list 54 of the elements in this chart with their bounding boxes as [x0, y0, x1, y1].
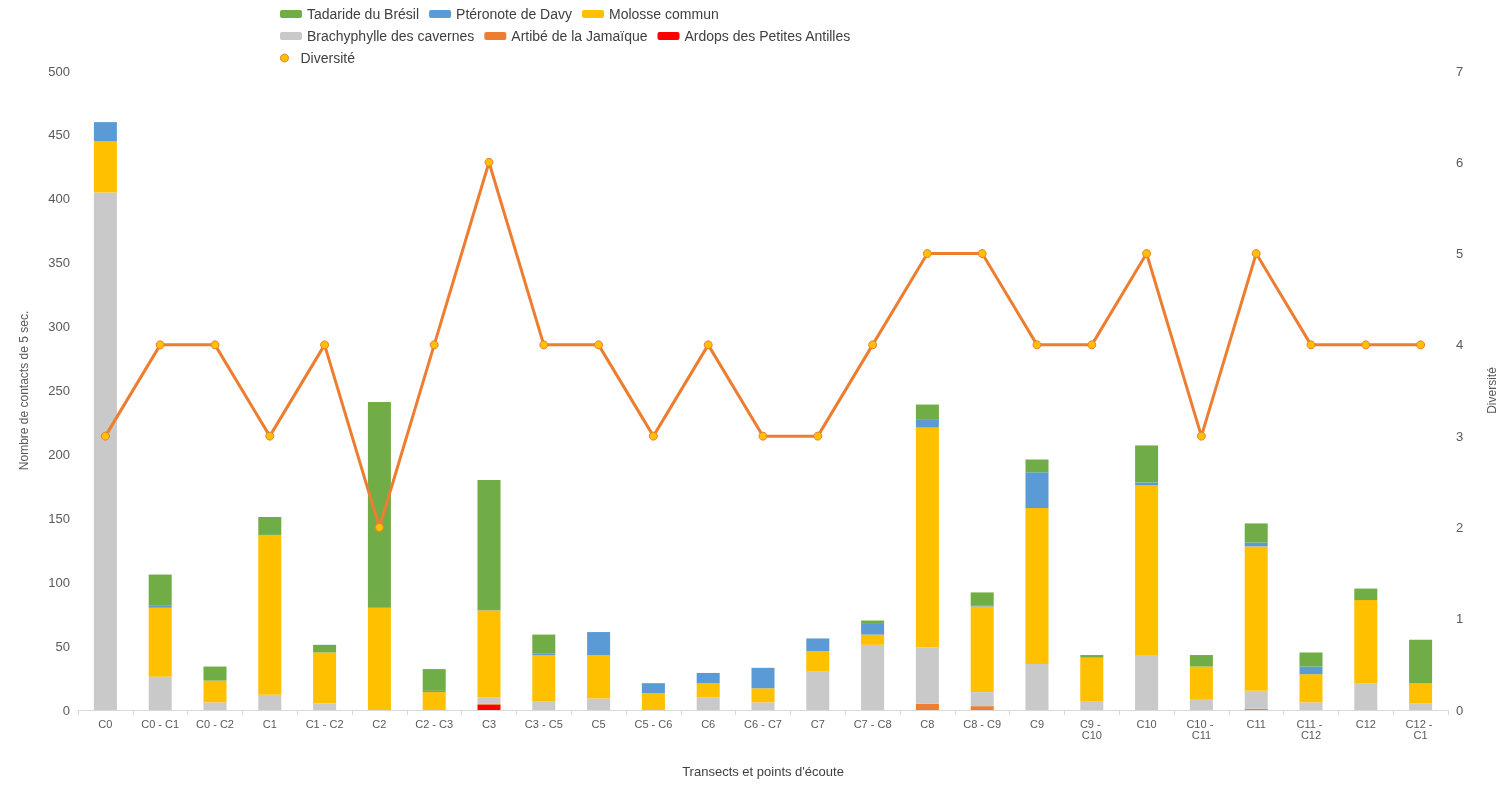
y2-tick-label: 6: [1456, 154, 1464, 170]
x-tick-label: C0: [98, 717, 113, 730]
x-tick-label: C11: [1246, 717, 1266, 730]
y-tick-label: 500: [48, 63, 70, 79]
y-tick-label: 250: [48, 383, 70, 398]
x-tick-label: C1: [262, 717, 277, 730]
x-tick-label: C8 - C9: [963, 717, 1002, 730]
y2-tick-label: 3: [1456, 428, 1464, 444]
x-tick-label: C5 - C6: [634, 717, 673, 730]
x-tick-label: C9: [1029, 717, 1045, 730]
x-tick-label: C0 - C2: [196, 717, 234, 730]
x-tick-label: C6 - C7: [744, 717, 782, 730]
y-tick-label: 50: [55, 638, 70, 654]
y-axis-title: Nombre de contacts de 5 sec.: [17, 310, 31, 471]
x-tick-label: C5: [591, 717, 606, 730]
y-tick-label: 100: [48, 574, 70, 590]
y2-axis-title: Diversité: [1485, 366, 1499, 414]
y2-tick-label: 7: [1456, 63, 1464, 79]
x-tick-label: C8: [920, 717, 935, 730]
x-tick-label: C1 - C2: [305, 717, 344, 730]
x-tick-label: C12 - C1: [1405, 717, 1436, 741]
y2-tick-label: 2: [1456, 519, 1464, 535]
legend-label: Ardops des Petites Antilles: [684, 28, 851, 44]
y2-tick-label: 5: [1456, 246, 1464, 262]
x-tick-label: C11 - C12: [1296, 717, 1326, 741]
y-tick-label: 150: [48, 510, 70, 526]
y-tick-label: 0: [62, 702, 70, 718]
x-tick-label: C3 - C5: [524, 717, 563, 730]
y-tick-label: 200: [48, 446, 70, 462]
x-tick-label: C3: [481, 717, 497, 730]
y2-tick-label: 4: [1456, 337, 1464, 353]
y2-tick-label: 1: [1456, 611, 1464, 627]
x-tick-label: C9 - C10: [1079, 717, 1104, 741]
x-tick-label: C10 - C11: [1186, 717, 1217, 741]
x-tick-label: C10: [1136, 717, 1157, 730]
x-tick-label: C7 - C8: [853, 717, 892, 730]
x-tick-label: C0 - C1: [141, 717, 180, 730]
x-tick-label: C2 - C3: [415, 717, 454, 730]
y2-tick-label: 0: [1456, 702, 1464, 718]
x-tick-label: C12: [1355, 717, 1376, 730]
legend-label: Ptéronote de Davy: [456, 6, 573, 22]
y-tick-label: 350: [48, 255, 70, 271]
x-tick-label: C2: [372, 717, 387, 730]
legend-label: Molosse commun: [609, 6, 719, 22]
y-tick-label: 450: [48, 127, 70, 143]
legend-label: Diversité: [300, 50, 356, 66]
y-tick-label: 400: [48, 191, 70, 207]
x-tick-label: C6: [701, 717, 716, 730]
legend-label: Tadaride du Brésil: [307, 6, 420, 22]
x-axis-title: Transects et points d'écoute: [682, 764, 844, 779]
legend-label: Brachyphylle des cavernes: [307, 28, 475, 44]
legend-label: Artibé de la Jamaïque: [511, 28, 648, 44]
x-tick-label: C7: [810, 717, 825, 730]
y-tick-label: 300: [48, 319, 70, 335]
